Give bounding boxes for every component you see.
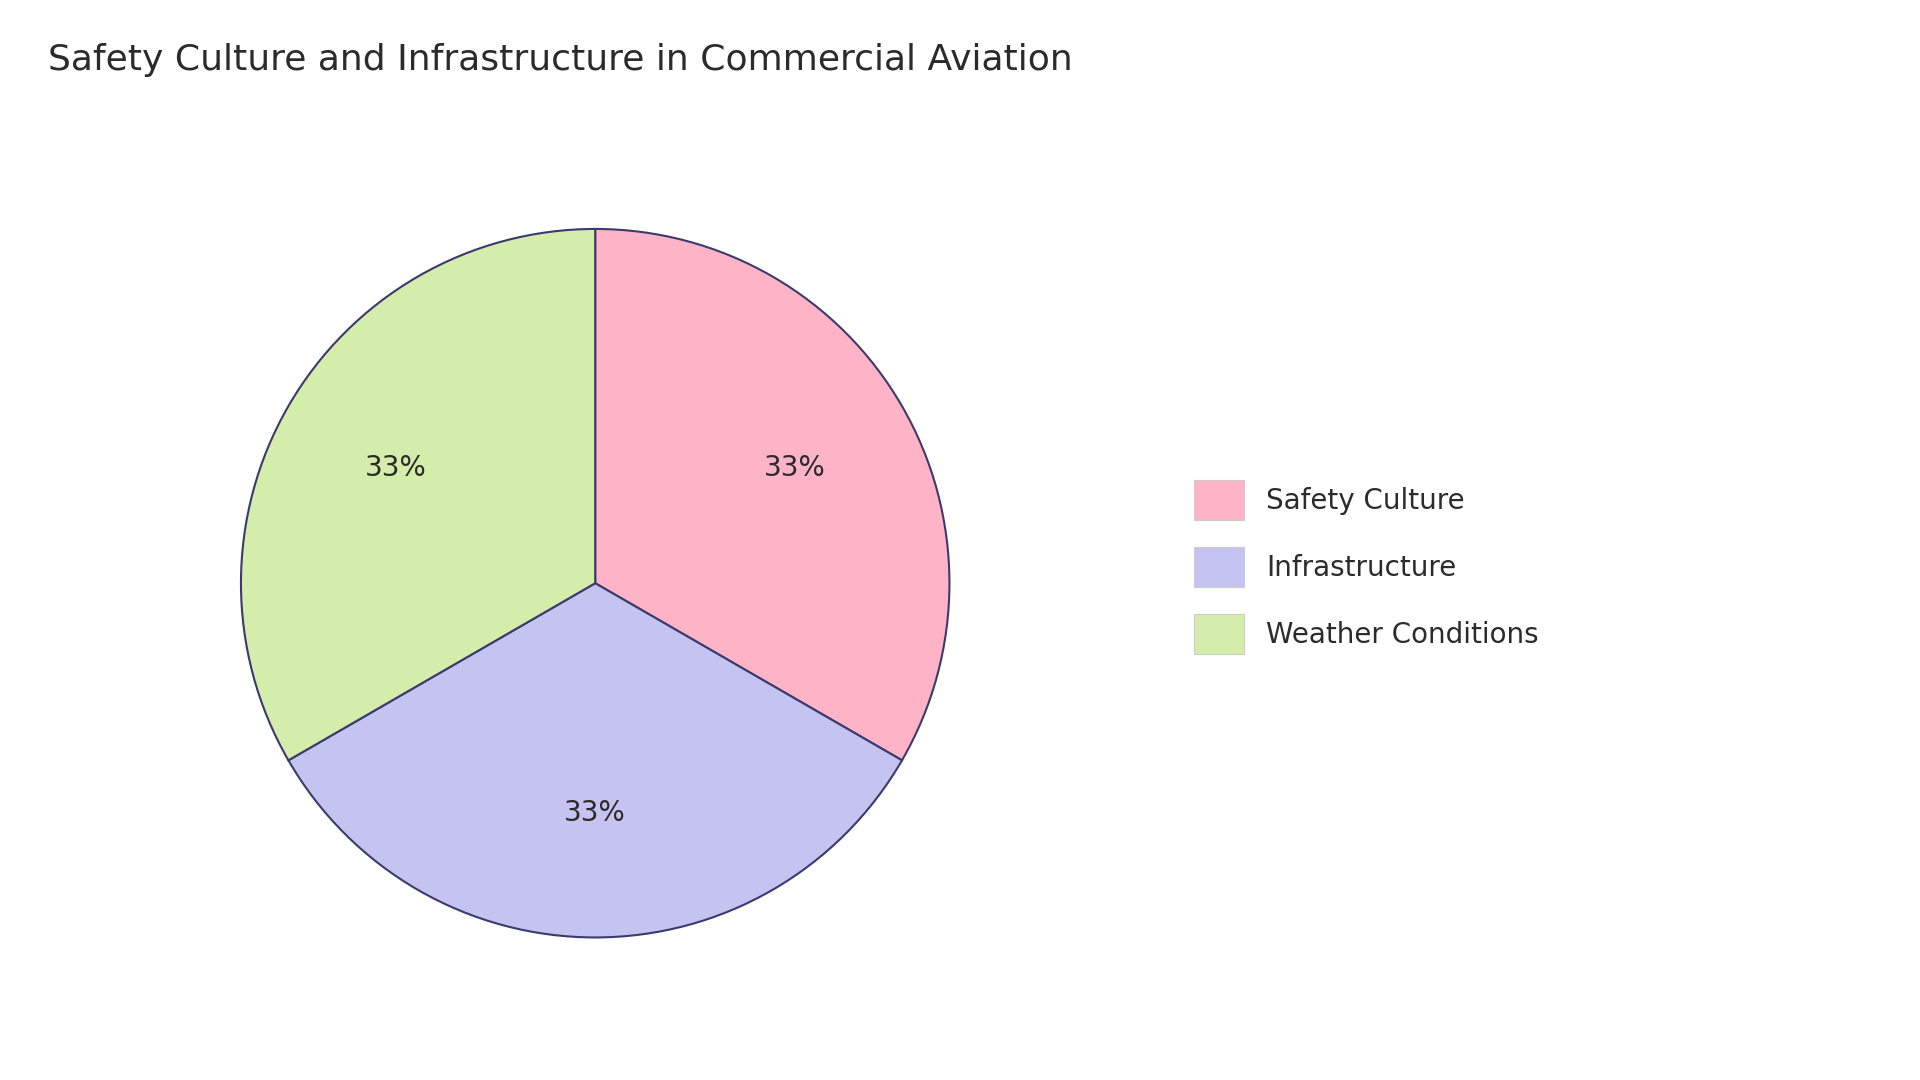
Text: 33%: 33%: [564, 799, 626, 827]
Wedge shape: [242, 229, 595, 760]
Text: 33%: 33%: [764, 454, 826, 482]
Text: 33%: 33%: [365, 454, 426, 482]
Wedge shape: [595, 229, 948, 760]
Text: Safety Culture and Infrastructure in Commercial Aviation: Safety Culture and Infrastructure in Com…: [48, 43, 1073, 77]
Legend: Safety Culture, Infrastructure, Weather Conditions: Safety Culture, Infrastructure, Weather …: [1165, 453, 1567, 681]
Wedge shape: [288, 583, 902, 937]
